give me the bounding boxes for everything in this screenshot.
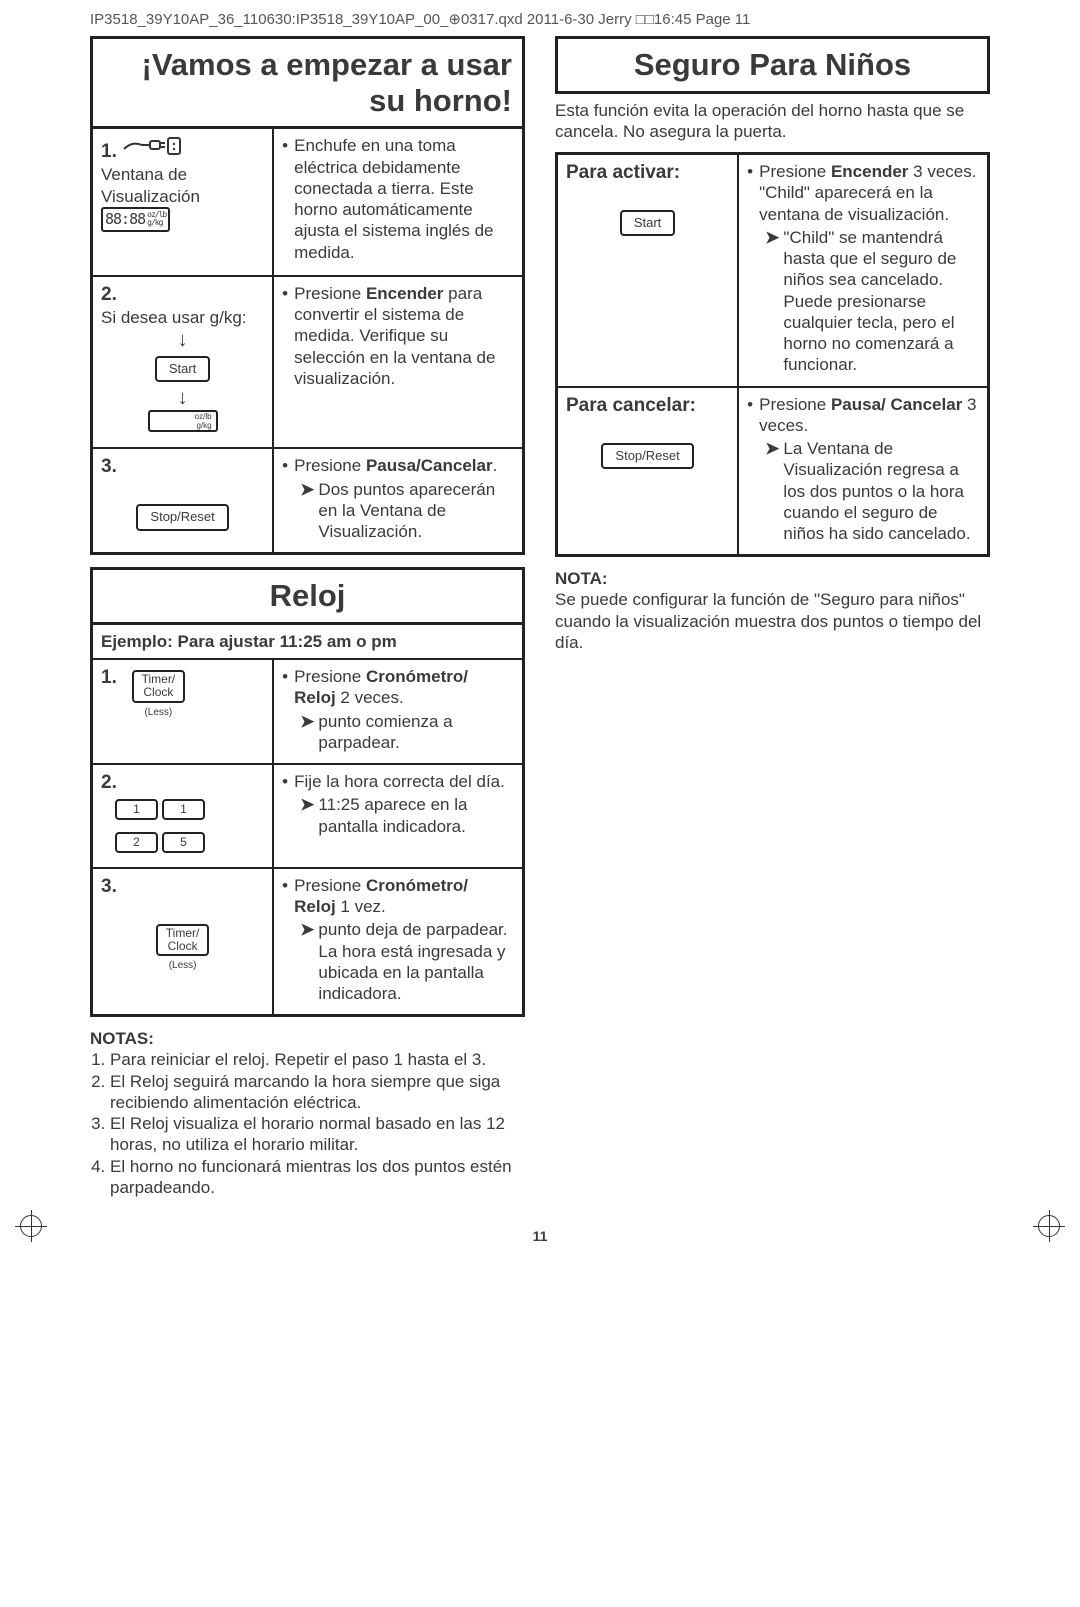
plug-icon xyxy=(122,140,182,162)
step-number: 3. xyxy=(101,456,117,477)
note-item: El Reloj visualiza el horario normal bas… xyxy=(110,1113,525,1156)
registration-marks: 11 xyxy=(20,1208,1060,1244)
step-number: 3. xyxy=(101,876,117,897)
stop-reset-button: Stop/Reset xyxy=(601,443,693,469)
step-text: Presione Cronómetro/ Reloj 2 veces. xyxy=(294,666,514,709)
crosshair-icon xyxy=(1038,1215,1060,1237)
step-label: Para cancelar: xyxy=(566,395,696,416)
timer-clock-button: Timer/ Clock xyxy=(132,670,186,702)
start-button: Start xyxy=(620,210,675,236)
section-title: ¡Vamos a empezar a usar su horno! xyxy=(93,39,522,129)
keypad-button: 5 xyxy=(162,832,205,853)
display-label: Visualización xyxy=(101,187,200,206)
keypad-button: 1 xyxy=(162,799,205,820)
section-clock: Reloj Ejemplo: Para ajustar 11:25 am o p… xyxy=(90,567,525,1017)
step-subtext: Dos puntos aparecerán en la Ventana de V… xyxy=(318,479,514,543)
left-column: ¡Vamos a empezar a usar su horno! 1. xyxy=(90,36,525,1198)
step-subtext: 11:25 aparece en la pantalla indicadora. xyxy=(318,794,514,837)
section-start-oven: ¡Vamos a empezar a usar su horno! 1. xyxy=(90,36,525,555)
crosshair-icon xyxy=(20,1215,42,1237)
step-text: Presione Encender 3 veces. "Child" apare… xyxy=(759,161,979,225)
unit-display: oz/lb g/kg xyxy=(148,410,218,432)
display-label: Ventana de xyxy=(101,165,187,184)
step-label: Para activar: xyxy=(566,162,680,183)
page-number: 11 xyxy=(533,1228,548,1244)
notes-list: Para reiniciar el reloj. Repetir el paso… xyxy=(90,1049,525,1198)
step-number: 2. xyxy=(101,284,117,305)
less-label: (Less) xyxy=(101,960,264,973)
note-item: Para reiniciar el reloj. Repetir el paso… xyxy=(110,1049,525,1070)
step-number: 1. xyxy=(101,141,117,162)
page-columns: ¡Vamos a empezar a usar su horno! 1. xyxy=(90,36,990,1198)
step-text: Enchufe en una toma eléctrica debidament… xyxy=(294,135,514,263)
step-text: Presione Cronómetro/ Reloj 1 vez. xyxy=(294,875,514,918)
step-number: 1. xyxy=(101,667,117,688)
step-number: 2. xyxy=(101,772,117,793)
step-text: Presione Pausa/Cancelar. xyxy=(294,455,497,476)
step-subtext: punto comienza a parpadear. xyxy=(318,711,514,754)
step-text: Presione Pausa/ Cancelar 3 veces. xyxy=(759,394,979,437)
step-text: Presione Encender para convertir el sist… xyxy=(294,283,514,389)
section-title: Reloj xyxy=(93,570,522,625)
step-text: Fije la hora correcta del día. xyxy=(294,771,505,792)
nota-text: Se puede configurar la función de "Segur… xyxy=(555,589,990,653)
timer-clock-button: Timer/ Clock xyxy=(156,924,210,956)
less-label: (Less) xyxy=(132,707,186,720)
section-child-lock-steps: Para activar: Start •Presione Encender 3… xyxy=(555,152,990,557)
start-button: Start xyxy=(155,356,210,382)
nota-title: NOTA: xyxy=(555,569,990,589)
step-subtext: "Child" se mantendrá hasta que el seguro… xyxy=(783,227,979,376)
notes-title: NOTAS: xyxy=(90,1029,525,1049)
right-column: Seguro Para Niños Esta función evita la … xyxy=(555,36,990,1198)
keypad-button: 2 xyxy=(115,832,158,853)
arrow-down-icon: ↓ xyxy=(101,330,264,350)
keypad-button: 1 xyxy=(115,799,158,820)
file-header: IP3518_39Y10AP_36_110630:IP3518_39Y10AP_… xyxy=(90,10,990,28)
note-item: El Reloj seguirá marcando la hora siempr… xyxy=(110,1071,525,1114)
step-subtext: punto deja de parpadear. La hora está in… xyxy=(318,919,514,1004)
step-subtext: La Ventana de Visualización regresa a lo… xyxy=(783,438,979,544)
section-title: Seguro Para Niños xyxy=(558,39,987,91)
arrow-down-icon: ↓ xyxy=(101,388,264,408)
intro-text: Esta función evita la operación del horn… xyxy=(555,100,990,143)
note-item: El horno no funcionará mientras los dos … xyxy=(110,1156,525,1199)
section-subtitle: Ejemplo: Para ajustar 11:25 am o pm xyxy=(93,625,522,659)
lcd-display: 88:88oz/lb g/kg xyxy=(101,207,170,232)
step-label: Si desea usar g/kg: xyxy=(101,308,247,327)
section-child-lock-title: Seguro Para Niños xyxy=(555,36,990,94)
stop-reset-button: Stop/Reset xyxy=(136,504,228,530)
